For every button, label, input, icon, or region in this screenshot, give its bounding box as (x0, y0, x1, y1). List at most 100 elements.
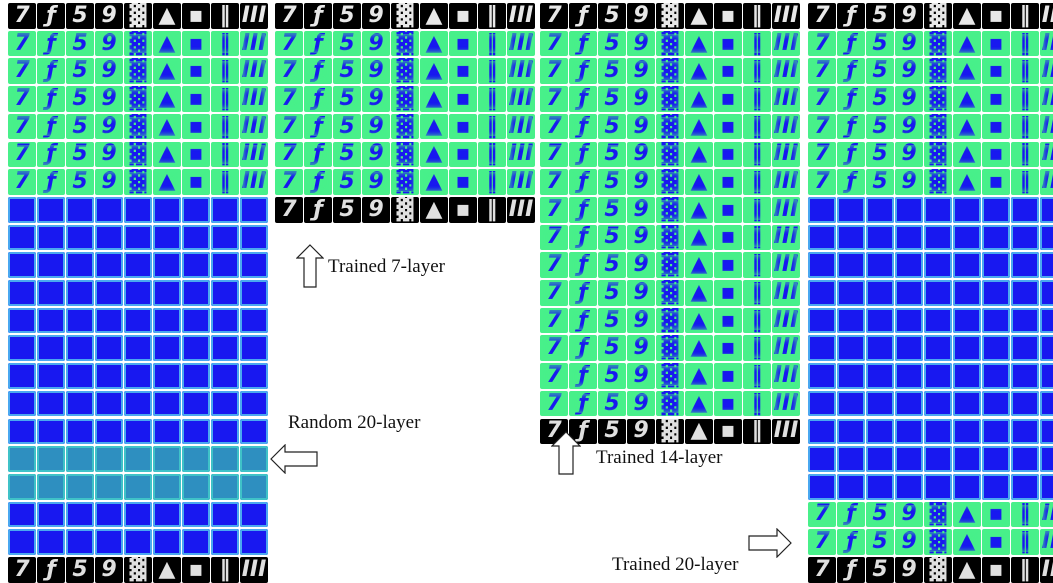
digit-glyph: ▓ (661, 113, 679, 139)
grid-cell: 5 (66, 86, 94, 112)
grid-cell: ▲ (420, 169, 448, 195)
grid-cell: ƒ (569, 307, 597, 334)
digit-glyph: III (773, 30, 799, 56)
digit-glyph: ƒ (578, 30, 588, 56)
digit-glyph: III (508, 3, 534, 28)
grid-cell (953, 363, 981, 389)
caption-trained-14-layer: Trained 14-layer (596, 447, 723, 468)
digit-glyph: 7 (814, 113, 830, 139)
grid-cell: ▓ (656, 418, 684, 445)
digit-glyph: ▓ (396, 58, 414, 84)
digit-glyph: ▓ (396, 196, 414, 222)
digit-glyph: ▪ (720, 390, 736, 416)
digit-glyph: III (773, 224, 799, 250)
grid-cell (866, 280, 894, 306)
grid-cell (95, 196, 123, 223)
grid-cell: 9 (627, 390, 655, 417)
grid-cell (837, 390, 865, 417)
grid-cell: ▲ (420, 113, 448, 140)
grid-cell (866, 196, 894, 223)
grid-cell (895, 224, 923, 251)
digit-glyph: ▓ (929, 141, 947, 167)
digit-glyph: III (1041, 86, 1053, 111)
digit-glyph: ▓ (396, 113, 414, 139)
digit-glyph: ▓ (929, 113, 947, 139)
digit-glyph: ▪ (720, 252, 736, 278)
digit-glyph: III (773, 3, 799, 28)
digit-glyph: 9 (901, 58, 917, 84)
digit-glyph: ‖ (486, 30, 498, 56)
digit-glyph: ƒ (846, 169, 856, 195)
grid-cell: 7 (540, 86, 568, 112)
grid-cell (240, 280, 268, 306)
grid-cell: ▲ (685, 390, 713, 417)
grid-cell: ƒ (304, 86, 332, 112)
grid-cell (837, 363, 865, 389)
digit-glyph: 9 (101, 86, 117, 111)
digit-glyph: ▲ (425, 113, 443, 139)
digit-glyph: 5 (604, 30, 620, 56)
grid-cell: ‖ (1011, 3, 1039, 29)
grid-cell: 9 (95, 113, 123, 140)
grid-cell (66, 224, 94, 251)
digit-glyph: III (508, 58, 534, 84)
grid-cell (895, 418, 923, 445)
grid-cell: ▲ (685, 3, 713, 29)
digit-glyph: 5 (604, 390, 620, 416)
grid-cell: 9 (627, 58, 655, 85)
digit-glyph: 7 (814, 30, 830, 56)
grid-cell: ▲ (685, 307, 713, 334)
grid-cell (1040, 446, 1053, 472)
grid-cell: 5 (598, 141, 626, 168)
grid-cell (924, 224, 952, 251)
digit-glyph: ƒ (578, 252, 588, 278)
grid-cell (153, 280, 181, 306)
grid-cell (808, 418, 836, 445)
digit-glyph: ‖ (219, 30, 231, 56)
grid-cell (808, 390, 836, 417)
grid-cell: 9 (627, 141, 655, 168)
grid-cell: ▪ (982, 501, 1010, 528)
digit-glyph: ▲ (958, 169, 976, 195)
grid-cell: ƒ (304, 3, 332, 29)
grid-cell (211, 418, 239, 445)
grid-cell (924, 196, 952, 223)
grid-cell (808, 280, 836, 306)
grid-cell: 7 (540, 196, 568, 223)
grid-cell: 9 (95, 3, 123, 29)
digit-glyph: ▓ (929, 169, 947, 195)
digit-glyph: ▪ (720, 30, 736, 56)
grid-cell: ‖ (1011, 501, 1039, 528)
grid-cell (8, 224, 36, 251)
grid-cell: 9 (895, 30, 923, 57)
digit-glyph: 7 (814, 58, 830, 84)
grid-cell: ▲ (420, 86, 448, 112)
grid-cell: 9 (627, 363, 655, 389)
digit-glyph: 7 (546, 280, 562, 305)
digit-glyph: ‖ (751, 169, 763, 195)
grid-cell (124, 529, 152, 555)
grid-cell: ▓ (124, 141, 152, 168)
grid-cell: ▓ (124, 113, 152, 140)
grid-cell: ▲ (953, 529, 981, 555)
grid-cell: ƒ (837, 113, 865, 140)
grid-cell (953, 224, 981, 251)
grid-cell (95, 307, 123, 334)
grid-cell (37, 280, 65, 306)
grid-cell: ▪ (714, 252, 742, 278)
grid-cell: ƒ (37, 58, 65, 85)
grid-cell (153, 196, 181, 223)
grid-cell: 9 (895, 58, 923, 85)
grid-cell (1040, 335, 1053, 362)
grid-cell: 7 (8, 557, 36, 583)
grid-cell: ƒ (304, 113, 332, 140)
grid-cell: ▓ (656, 252, 684, 278)
grid-cell: ▪ (449, 3, 477, 29)
digit-glyph: ▲ (158, 113, 176, 139)
grid-cell (153, 363, 181, 389)
grid-cell (953, 307, 981, 334)
digit-glyph: 7 (14, 30, 30, 56)
digit-glyph: III (508, 86, 534, 111)
digit-glyph: III (508, 141, 534, 167)
grid-cell: ▲ (685, 86, 713, 112)
